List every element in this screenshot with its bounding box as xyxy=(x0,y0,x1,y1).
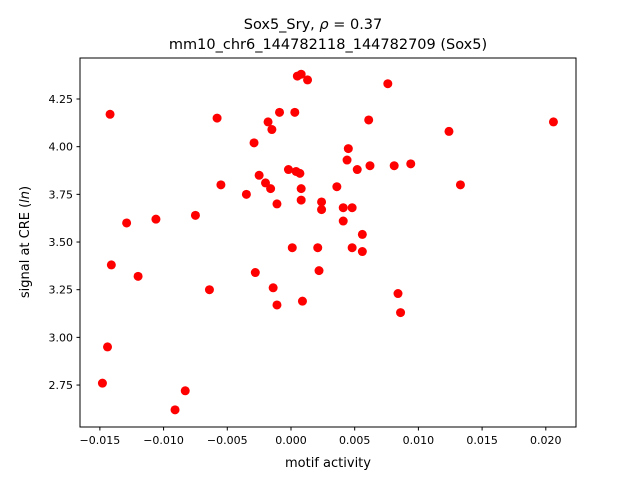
y-tick-label: 3.75 xyxy=(49,188,74,201)
x-tick-label: 0.000 xyxy=(275,434,307,447)
data-point xyxy=(254,170,264,180)
data-point xyxy=(122,218,132,228)
data-point xyxy=(548,117,558,127)
data-point xyxy=(106,260,116,270)
data-point xyxy=(357,229,367,239)
y-tick-label: 3.50 xyxy=(49,236,74,249)
data-point xyxy=(343,144,353,154)
x-tick-label: −0.005 xyxy=(207,434,248,447)
y-axis-label: signal at CRE (ln) xyxy=(18,186,33,298)
data-point xyxy=(204,285,214,295)
data-point xyxy=(296,184,306,194)
data-point xyxy=(338,203,348,213)
data-point xyxy=(342,155,352,165)
data-point xyxy=(272,300,282,310)
data-point xyxy=(396,308,406,318)
data-point xyxy=(267,125,277,135)
x-tick-label: −0.010 xyxy=(143,434,184,447)
data-point xyxy=(303,75,313,85)
data-point xyxy=(272,199,282,209)
data-point xyxy=(180,386,190,396)
data-point xyxy=(347,203,357,213)
data-point xyxy=(97,378,107,388)
data-point xyxy=(105,109,115,119)
y-tick-label: 3.00 xyxy=(49,331,74,344)
data-point xyxy=(314,266,324,276)
data-point xyxy=(250,268,260,278)
data-point xyxy=(241,189,251,199)
y-tick-label: 2.75 xyxy=(49,379,74,392)
y-tick-label: 4.25 xyxy=(49,93,74,106)
data-point xyxy=(317,197,327,207)
x-tick-label: −0.015 xyxy=(80,434,121,447)
y-tick-label: 3.25 xyxy=(49,284,74,297)
data-point xyxy=(151,214,161,224)
data-point xyxy=(103,342,113,352)
data-point xyxy=(295,168,305,178)
data-point xyxy=(338,216,348,226)
chart-title-line2: mm10_chr6_144782118_144782709 (Sox5) xyxy=(169,37,487,53)
data-point xyxy=(283,165,293,175)
data-point xyxy=(296,69,306,79)
data-point xyxy=(190,210,200,220)
data-point xyxy=(317,205,327,215)
data-point xyxy=(393,289,403,299)
data-point xyxy=(297,296,307,306)
plot-frame xyxy=(79,57,577,428)
data-point xyxy=(332,182,342,192)
x-tick-label: 0.005 xyxy=(339,434,371,447)
data-point xyxy=(268,283,278,293)
data-point xyxy=(352,165,362,175)
chart-title-line1: Sox5_Sry, ρ = 0.37 xyxy=(244,17,383,33)
data-point xyxy=(263,117,273,127)
data-point xyxy=(212,113,222,123)
data-point xyxy=(364,115,374,125)
data-point xyxy=(275,107,285,117)
data-point xyxy=(266,184,276,194)
x-tick-label: 0.015 xyxy=(466,434,498,447)
x-tick-label: 0.010 xyxy=(403,434,435,447)
data-point xyxy=(296,195,306,205)
y-tick-label: 4.00 xyxy=(49,141,74,154)
data-point xyxy=(249,138,259,148)
data-point xyxy=(290,107,300,117)
data-point xyxy=(389,161,399,171)
data-point xyxy=(287,243,297,253)
data-point xyxy=(313,243,323,253)
x-axis-label: motif activity xyxy=(285,456,371,471)
data-point xyxy=(365,161,375,171)
data-point xyxy=(133,271,143,281)
data-point xyxy=(216,180,226,190)
data-point xyxy=(170,405,180,415)
data-point xyxy=(347,243,357,253)
data-point xyxy=(406,159,416,169)
data-point xyxy=(444,126,454,136)
data-point xyxy=(383,79,393,89)
x-tick-label: 0.020 xyxy=(530,434,562,447)
data-point xyxy=(357,247,367,257)
data-point xyxy=(455,180,465,190)
